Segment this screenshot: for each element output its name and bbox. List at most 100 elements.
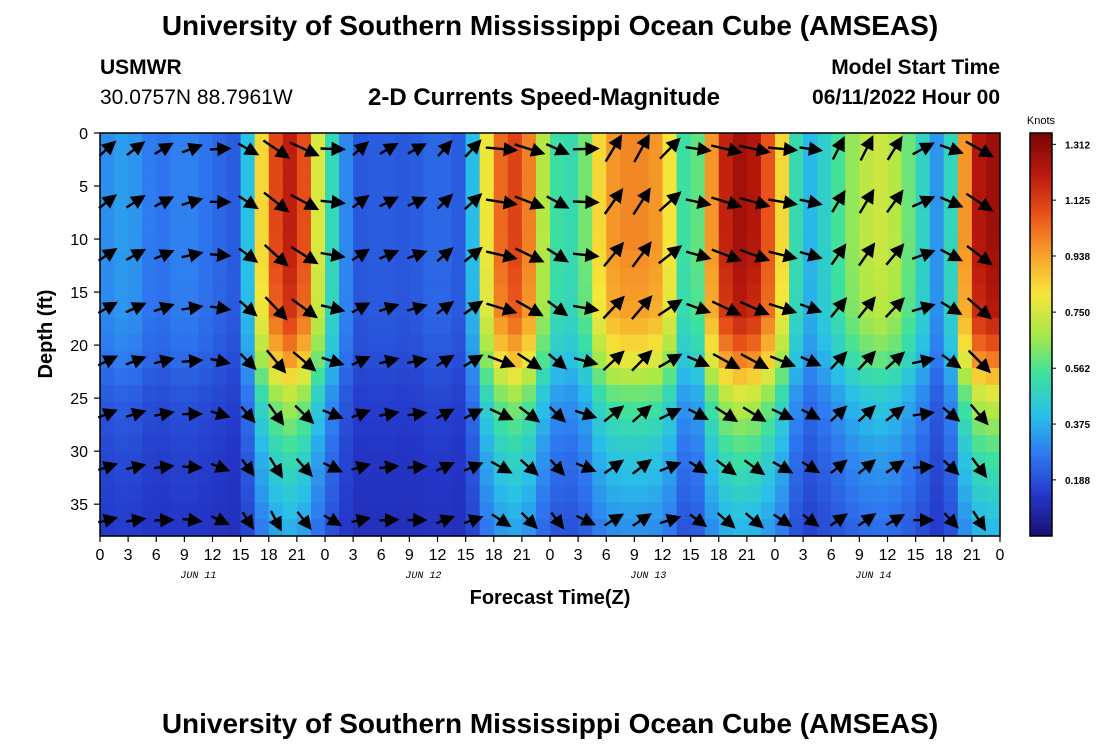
heatmap-cell — [493, 267, 509, 285]
heatmap-cell — [142, 149, 157, 168]
current-vector — [267, 403, 285, 426]
current-vector — [685, 194, 712, 210]
heatmap-cell — [198, 233, 214, 252]
x-tick-label: 0 — [546, 547, 555, 564]
heatmap-cell — [704, 452, 720, 470]
current-vector — [485, 195, 518, 210]
heatmap-cell — [760, 284, 776, 302]
heatmap-cell — [971, 183, 987, 201]
heatmap-cell — [887, 435, 903, 453]
heatmap-cell — [704, 435, 720, 453]
current-vector — [126, 141, 146, 157]
heatmap-cell — [198, 166, 214, 184]
heatmap-cell — [831, 317, 846, 336]
current-vector — [378, 354, 400, 369]
heatmap-cell — [156, 334, 171, 352]
current-vector — [210, 406, 231, 421]
heatmap-cell — [212, 317, 228, 336]
heatmap-cell — [268, 334, 284, 352]
heatmap-cell — [395, 267, 410, 285]
heatmap-cell — [423, 183, 439, 201]
current-vector — [97, 408, 118, 422]
current-vector — [604, 134, 623, 163]
heatmap-cell — [690, 418, 706, 436]
heatmap-cell — [156, 384, 171, 403]
heatmap-cell — [114, 300, 129, 319]
heatmap-cell — [507, 435, 523, 453]
current-vector — [322, 459, 343, 473]
heatmap-cell — [282, 334, 298, 352]
heatmap-cell — [184, 216, 200, 235]
x-tick-label: 9 — [855, 547, 864, 564]
heatmap-cell — [648, 250, 664, 268]
heatmap-cell — [845, 317, 860, 336]
heatmap-cell — [746, 284, 762, 302]
current-vector — [490, 460, 513, 474]
heatmap-cell — [212, 435, 228, 453]
heatmap-cell — [620, 435, 635, 453]
heatmap-cell — [156, 284, 171, 302]
heatmap-cell — [985, 250, 1001, 268]
heatmap-cell — [170, 519, 185, 537]
heatmap-cell — [929, 166, 945, 184]
heatmap-cell — [732, 334, 748, 352]
heatmap-cell — [704, 233, 720, 252]
heatmap-cell — [226, 250, 242, 268]
y-axis-label: Depth (ft) — [35, 290, 57, 379]
current-vector — [322, 406, 344, 421]
station-id: USMWR — [100, 56, 182, 79]
heatmap-cell — [648, 183, 664, 201]
heatmap-cell — [676, 435, 692, 453]
heatmap-cell — [732, 166, 748, 184]
heatmap-cell — [310, 317, 326, 336]
heatmap-cell — [100, 435, 115, 453]
x-tick-label: 6 — [377, 547, 386, 564]
heatmap-cell — [873, 435, 889, 453]
heatmap-cell — [760, 334, 776, 352]
heatmap-cell — [353, 284, 368, 302]
current-vector — [238, 247, 259, 263]
heatmap-cell — [845, 502, 860, 520]
heatmap-cell — [592, 519, 607, 537]
heatmap-cell — [550, 502, 565, 520]
heatmap-cell — [395, 351, 410, 369]
heatmap-cell — [184, 267, 200, 285]
current-vector — [603, 459, 625, 475]
heatmap-cell — [128, 166, 143, 184]
heatmap-cell — [620, 334, 635, 352]
heatmap-cell — [915, 216, 931, 235]
heatmap-cell — [957, 267, 973, 285]
heatmap-cell — [873, 233, 889, 252]
heatmap-cell — [100, 368, 115, 386]
heatmap-cell — [690, 166, 706, 184]
heatmap-cell — [887, 317, 903, 336]
heatmap-cell — [451, 401, 467, 420]
current-vector — [435, 354, 455, 369]
heatmap-cell — [845, 418, 860, 436]
x-tick-label: 6 — [602, 547, 611, 564]
heatmap-cell — [789, 284, 804, 302]
heatmap-cell — [507, 166, 523, 184]
current-vector — [631, 241, 652, 268]
heatmap-cell — [170, 351, 185, 369]
current-vector — [716, 512, 736, 529]
heatmap-cell — [690, 216, 706, 235]
heatmap-cell — [550, 485, 565, 504]
heatmap-cell — [198, 216, 214, 235]
current-vector — [829, 459, 848, 475]
heatmap-cell — [873, 200, 889, 218]
heatmap-cell — [803, 216, 818, 235]
heatmap-cell — [423, 519, 439, 537]
heatmap-cell — [704, 468, 720, 487]
heatmap-cell — [282, 300, 298, 319]
heatmap-cell — [240, 284, 256, 302]
current-vector — [545, 142, 570, 156]
heatmap-cell — [254, 317, 270, 336]
heatmap-cell — [535, 435, 551, 453]
current-vector — [97, 247, 118, 262]
current-vector — [379, 407, 400, 422]
heatmap-cell — [578, 334, 593, 352]
heatmap-cell — [184, 418, 200, 436]
heatmap-cell — [142, 485, 157, 504]
heatmap-cell — [240, 384, 256, 403]
